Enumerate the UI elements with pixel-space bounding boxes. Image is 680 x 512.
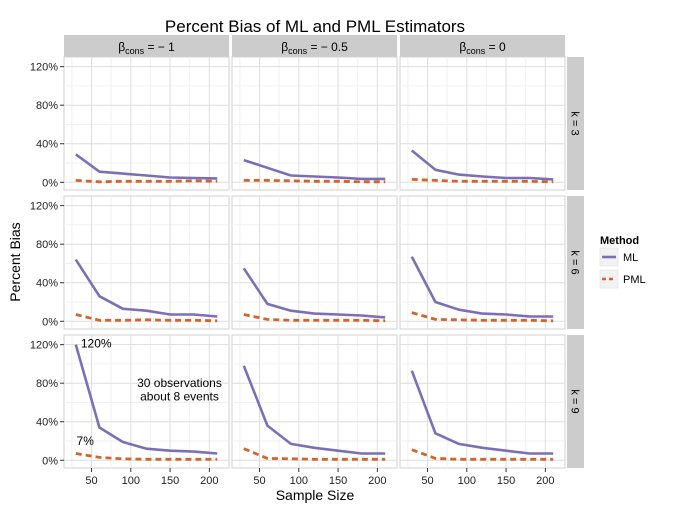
y-tick-label: 40% — [36, 139, 58, 151]
ml-series-line — [410, 256, 554, 318]
x-tick-label: 200 — [536, 475, 554, 487]
x-tick-label: 50 — [253, 475, 265, 487]
x-tick-label: 100 — [290, 475, 308, 487]
chart-title: Percent Bias of ML and PML Estimators — [165, 17, 465, 36]
row-strip — [567, 335, 584, 468]
pml-series-line — [243, 313, 386, 323]
panel — [399, 195, 566, 330]
column-strip-label: βcons = 0 — [459, 40, 506, 56]
x-tick-label: 150 — [329, 475, 347, 487]
x-tick-label: 150 — [161, 475, 179, 487]
panel — [231, 195, 398, 330]
x-tick-label: 100 — [122, 475, 140, 487]
panel — [231, 334, 398, 469]
pml-series-line — [75, 179, 218, 184]
column-strip-label: βcons = − 1 — [118, 40, 175, 56]
pml-series-line — [411, 178, 554, 184]
panel-background — [399, 56, 566, 191]
facet-strips: βcons = − 1 βcons = − 0.5 βcons = 0 k = 3 k … — [64, 35, 584, 468]
annotation: about 8 events — [140, 390, 219, 404]
x-tick-label: 50 — [85, 475, 97, 487]
panel — [231, 56, 398, 191]
y-tick-label: 120% — [30, 201, 58, 213]
row-strip — [567, 196, 584, 329]
annotation: 30 observations — [137, 376, 222, 390]
row-strip-label: k = 9 — [569, 389, 581, 413]
pml-series-line — [243, 178, 386, 184]
y-tick-label: 40% — [36, 278, 58, 290]
y-tick-label: 80% — [36, 239, 58, 251]
panel — [63, 195, 230, 330]
pml-series-line — [411, 311, 554, 323]
x-axis-ticks: 50 100 150 200 50 100 150 200 50 100 150 200 — [85, 468, 555, 487]
column-strip-label: βcons = − 0.5 — [281, 40, 348, 56]
y-tick-label: 40% — [36, 417, 58, 429]
annotation: 7% — [77, 434, 95, 448]
y-tick-label: 120% — [30, 340, 58, 352]
y-tick-label: 0% — [42, 177, 58, 189]
panel-background — [63, 56, 230, 191]
panel-background — [231, 56, 398, 191]
panel — [399, 56, 566, 191]
legend: Method ML PML — [599, 235, 646, 289]
row-strip-label: k = 6 — [569, 250, 581, 274]
ml-series-line — [74, 258, 218, 318]
ml-series-line — [74, 344, 218, 455]
pml-series-line — [243, 447, 386, 461]
legend-title: Method — [600, 235, 639, 247]
panel-background — [231, 195, 398, 330]
legend-label: ML — [623, 252, 638, 264]
y-tick-label: 120% — [30, 62, 58, 74]
pml-series-line — [75, 313, 218, 323]
ml-series-line — [410, 370, 554, 455]
panel — [63, 334, 230, 469]
y-axis-label: Percent Bias — [7, 222, 23, 301]
y-tick-label: 0% — [42, 455, 58, 467]
pml-series-line — [75, 452, 218, 461]
y-tick-label: 80% — [36, 378, 58, 390]
y-tick-label: 80% — [36, 100, 58, 112]
annotation: 120% — [81, 337, 112, 351]
x-tick-label: 200 — [200, 475, 218, 487]
y-tick-label: 0% — [42, 316, 58, 328]
x-tick-label: 150 — [497, 475, 515, 487]
ml-series-line — [242, 365, 386, 455]
panel — [399, 334, 566, 469]
ml-series-line — [75, 153, 218, 180]
pml-series-line — [411, 448, 554, 461]
x-axis-label: Sample Size — [276, 487, 355, 503]
column-strip — [400, 35, 565, 57]
x-tick-label: 100 — [458, 475, 476, 487]
row-strip-label: k = 3 — [569, 111, 581, 135]
ml-series-line — [243, 158, 386, 181]
x-tick-label: 200 — [368, 475, 386, 487]
ml-series-line — [242, 267, 386, 319]
panel-background — [63, 195, 230, 330]
y-axis-ticks: 0% 40% 80% 120% 0% 40% 80% 120% 0% 40% 80% 120% — [30, 62, 64, 467]
legend-label: PML — [623, 274, 646, 286]
x-tick-label: 50 — [421, 475, 433, 487]
row-strip — [567, 57, 584, 190]
column-strip — [64, 35, 229, 57]
ml-series-line — [410, 149, 554, 181]
panel-background — [399, 195, 566, 330]
column-strip — [232, 35, 397, 57]
panel — [63, 56, 230, 191]
